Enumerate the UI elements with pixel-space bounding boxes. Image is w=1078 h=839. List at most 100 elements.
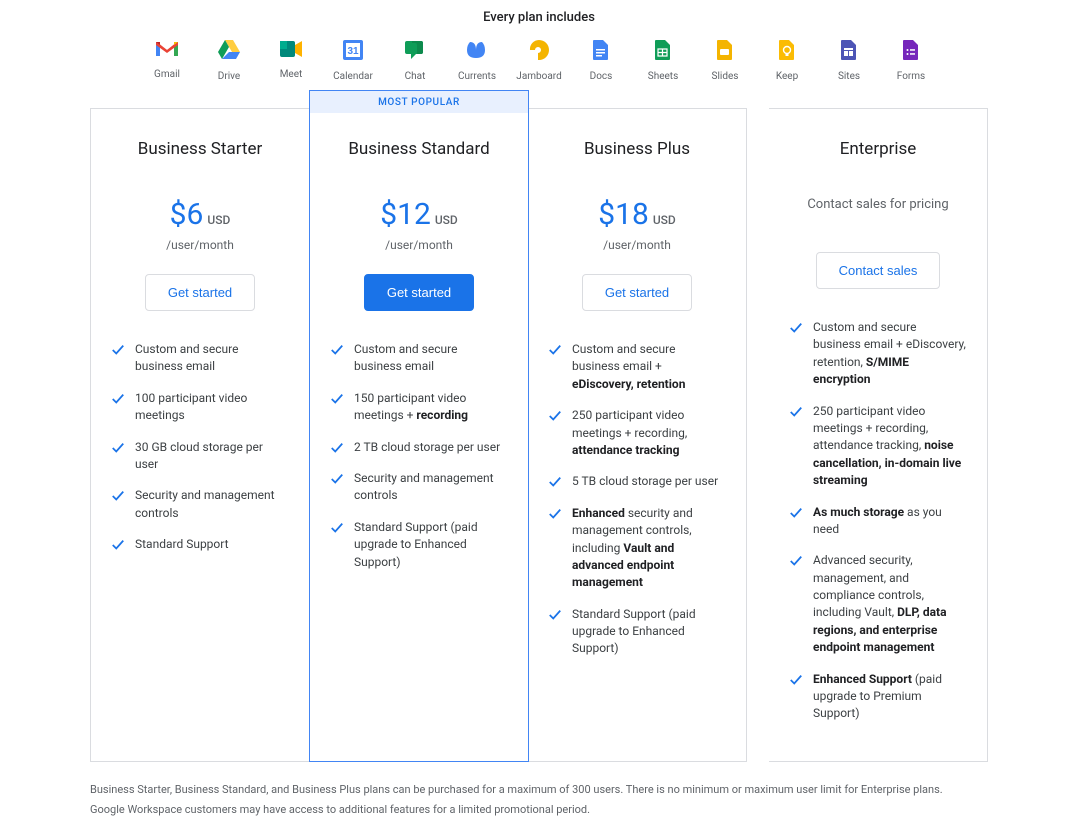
pricing-text: Contact sales for pricing <box>789 197 967 212</box>
check-icon <box>548 475 562 489</box>
feature-item: Custom and secure business email + eDisc… <box>789 319 967 389</box>
slides-icon <box>716 39 734 65</box>
app-label: Gmail <box>154 69 180 80</box>
price-amount: $6 <box>170 197 204 232</box>
check-icon <box>330 343 344 357</box>
price-block: $12USD <box>330 197 508 232</box>
plan-enterprise: Enterprise Contact sales for pricing Cont… <box>769 108 988 762</box>
includes-label: Every plan includes <box>90 10 988 25</box>
app-label: Keep <box>776 71 798 82</box>
feature-item: As much storage as you need <box>789 504 967 539</box>
calendar-icon: 31 <box>342 39 364 65</box>
feature-item: Advanced security, management, and compl… <box>789 552 967 656</box>
feature-text: Security and management controls <box>354 470 508 505</box>
feature-item: 2 TB cloud storage per user <box>330 439 508 456</box>
price-per: /user/month <box>548 238 726 252</box>
app-jamboard: Jamboard <box>517 39 561 82</box>
popular-badge: MOST POPULAR <box>310 91 528 113</box>
feature-text: 5 TB cloud storage per user <box>572 473 718 490</box>
check-icon <box>330 392 344 406</box>
app-calendar: 31 Calendar <box>331 39 375 82</box>
price-currency: USD <box>435 213 458 227</box>
check-icon <box>789 506 803 520</box>
plus-cta-button[interactable]: Get started <box>582 274 692 311</box>
footnotes: Business Starter, Business Standard, and… <box>90 780 988 820</box>
plan-plus: Business Plus $18 USD /user/month Get sta… <box>528 108 747 762</box>
feature-item: Custom and secure business email <box>111 341 289 376</box>
price-currency: USD <box>207 213 230 227</box>
app-label: Currents <box>458 71 496 82</box>
plan-title: Enterprise <box>789 139 967 159</box>
feature-text: 2 TB cloud storage per user <box>354 439 500 456</box>
price-block: $6USD <box>111 197 289 232</box>
chat-icon <box>404 39 426 65</box>
check-icon <box>330 521 344 535</box>
svg-text:31: 31 <box>347 46 359 57</box>
app-label: Meet <box>280 69 303 80</box>
feature-item: Standard Support (paid upgrade to Enhanc… <box>548 606 726 658</box>
plan-starter: Business Starter $6USD /user/month Get s… <box>90 108 310 762</box>
check-icon <box>330 472 344 486</box>
sites-icon <box>840 39 858 65</box>
check-icon <box>111 392 125 406</box>
app-forms: Forms <box>889 39 933 82</box>
price-per: /user/month <box>330 238 508 252</box>
feature-item: 100 participant video meetings <box>111 390 289 425</box>
feature-item: Security and management controls <box>330 470 508 505</box>
footnote-line: Business Starter, Business Standard, and… <box>90 780 988 800</box>
feature-text: As much storage as you need <box>813 504 967 539</box>
meet-icon <box>279 39 303 63</box>
footnote-line: Google Workspace customers may have acce… <box>90 800 988 820</box>
app-slides: Slides <box>703 39 747 82</box>
feature-text: 250 participant video meetings + recordi… <box>572 407 726 459</box>
forms-icon <box>902 39 920 65</box>
plan-title: Business Standard <box>330 139 508 159</box>
price-per: /user/month <box>111 238 289 252</box>
currents-icon <box>466 39 488 65</box>
docs-icon <box>592 39 610 65</box>
app-docs: Docs <box>579 39 623 82</box>
feature-item: Custom and secure business email <box>330 341 508 376</box>
feature-item: Enhanced Support (paid upgrade to Premiu… <box>789 671 967 723</box>
check-icon <box>789 554 803 568</box>
feature-item: Standard Support <box>111 536 289 553</box>
standard-cta-button[interactable]: Get started <box>364 274 474 311</box>
price-amount: $18 <box>598 197 649 232</box>
check-icon <box>548 507 562 521</box>
check-icon <box>789 321 803 335</box>
feature-text: Enhanced Support (paid upgrade to Premiu… <box>813 671 967 723</box>
plan-title: Business Plus <box>548 139 726 159</box>
feature-item: 250 participant video meetings + recordi… <box>548 407 726 459</box>
gmail-icon <box>155 39 179 63</box>
app-meet: Meet <box>269 39 313 82</box>
check-icon <box>111 441 125 455</box>
app-label: Forms <box>897 71 925 82</box>
apps-row: Gmail Drive Meet 31 Calendar Chat <box>90 39 988 82</box>
feature-item: Custom and secure business email + eDisc… <box>548 341 726 393</box>
enterprise-cta-button[interactable]: Contact sales <box>816 252 941 289</box>
check-icon <box>330 441 344 455</box>
app-chat: Chat <box>393 39 437 82</box>
feature-text: Custom and secure business email <box>354 341 508 376</box>
check-icon <box>548 343 562 357</box>
feature-text: Advanced security, management, and compl… <box>813 552 967 656</box>
feature-text: Custom and secure business email + eDisc… <box>572 341 726 393</box>
feature-text: Enhanced security and management control… <box>572 505 726 592</box>
check-icon <box>111 538 125 552</box>
app-label: Slides <box>712 71 739 82</box>
app-label: Drive <box>218 71 240 82</box>
starter-cta-button[interactable]: Get started <box>145 274 255 311</box>
feature-text: 100 participant video meetings <box>135 390 289 425</box>
app-label: Sites <box>838 71 860 82</box>
check-icon <box>548 409 562 423</box>
app-drive: Drive <box>207 39 251 82</box>
app-sites: Sites <box>827 39 871 82</box>
price-currency: USD <box>653 213 676 227</box>
feature-text: Security and management controls <box>135 487 289 522</box>
app-label: Chat <box>405 71 426 82</box>
app-sheets: Sheets <box>641 39 685 82</box>
feature-item: 5 TB cloud storage per user <box>548 473 726 490</box>
sheets-icon <box>654 39 672 65</box>
app-label: Jamboard <box>516 71 561 82</box>
feature-list: Custom and secure business email 100 par… <box>111 341 289 554</box>
